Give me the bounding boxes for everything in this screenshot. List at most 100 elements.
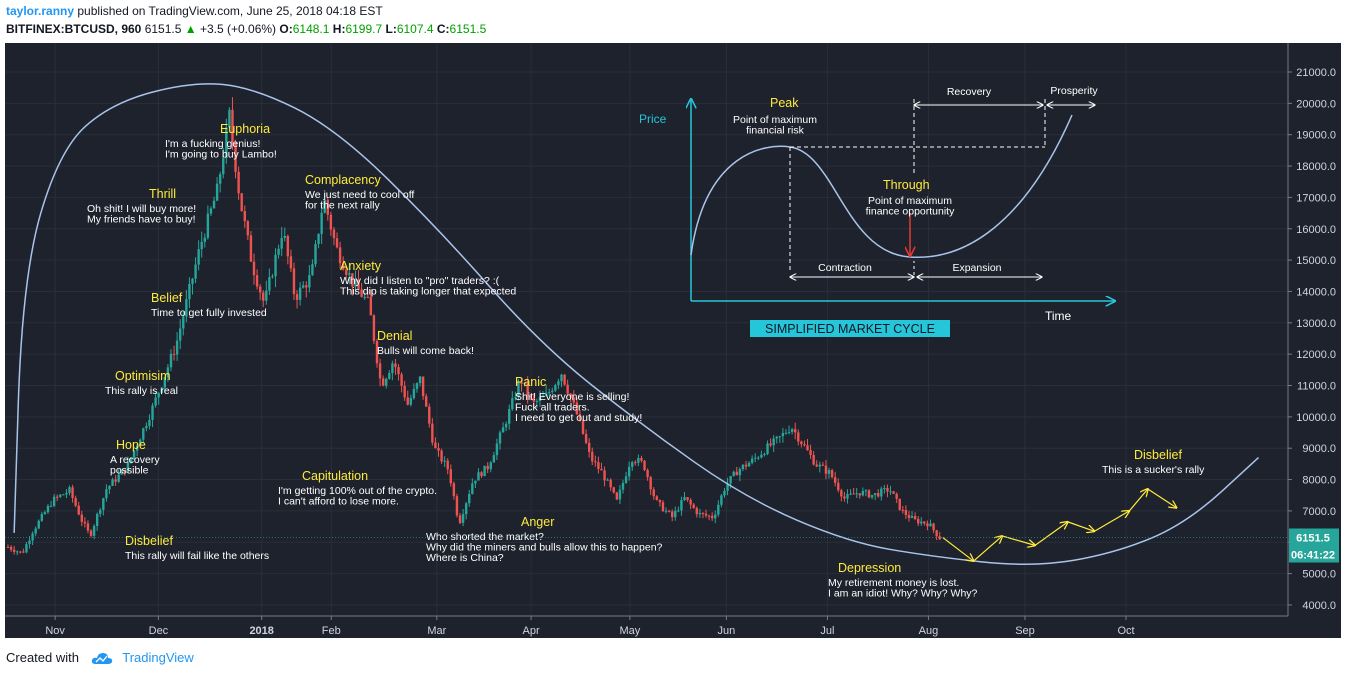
candle: [458, 512, 462, 525]
price-tick-label: 14000.0: [1296, 286, 1336, 298]
candle-body: [83, 521, 87, 524]
candle: [923, 521, 926, 526]
candle-body: [455, 496, 459, 516]
candle-body: [175, 340, 179, 355]
candle: [280, 227, 283, 257]
publish-info: published on TradingView.com, June 25, 2…: [77, 4, 383, 18]
annotation-text: My retirement money is lost.: [828, 577, 959, 589]
candle: [926, 520, 929, 531]
candle-body: [80, 514, 83, 522]
candle: [59, 493, 62, 499]
candle: [246, 219, 250, 241]
candle: [732, 470, 735, 477]
tradingview-link[interactable]: TradingView: [122, 650, 194, 665]
candle: [686, 496, 689, 502]
candle-body: [830, 470, 834, 478]
candle-body: [520, 382, 523, 384]
candle-body: [563, 374, 566, 385]
candle-body: [341, 263, 345, 270]
candle: [554, 383, 557, 392]
candle-body: [366, 296, 369, 298]
annotation-denial: Denial Bulls will come back!: [377, 329, 474, 357]
candle: [231, 97, 234, 150]
candle: [215, 177, 219, 202]
candle-body: [431, 423, 434, 443]
candle-body: [114, 479, 117, 482]
candle-body: [529, 395, 532, 398]
candle: [37, 519, 40, 530]
annotation-optimisim: Optimisim This rally is real: [105, 369, 178, 397]
author-link[interactable]: taylor.ranny: [6, 4, 75, 18]
low-label: L:: [385, 22, 397, 36]
candle: [268, 268, 271, 296]
candle-body: [818, 464, 821, 467]
candle: [741, 464, 745, 472]
candle: [920, 517, 923, 526]
annotation-text: I need to get out and study!: [515, 412, 642, 424]
candle: [194, 257, 197, 284]
candle-body: [271, 276, 274, 278]
candle: [661, 499, 665, 512]
countdown-text: 06:41:22: [1291, 550, 1335, 562]
candle: [95, 512, 99, 531]
candle-body: [772, 438, 775, 446]
candle-body: [52, 496, 56, 506]
candle-body: [194, 264, 197, 279]
candle-body: [747, 462, 751, 467]
price-tick-label: 18000.0: [1296, 161, 1336, 173]
time-tick-label: 2018: [249, 625, 273, 637]
annotation-text: Oh shit! I will buy more!: [87, 203, 196, 215]
candle-body: [600, 468, 603, 471]
candle: [166, 364, 170, 382]
candle: [541, 390, 545, 398]
chart-panel[interactable]: Disbelief This rally will fail like the o…: [5, 43, 1341, 638]
annotation-title: Disbelief: [1134, 448, 1182, 462]
price-tick-label: 12000.0: [1296, 349, 1336, 361]
price-chart[interactable]: Disbelief This rally will fail like the o…: [5, 43, 1341, 638]
candle-body: [185, 299, 188, 317]
candle-body: [197, 249, 200, 265]
candle-body: [904, 509, 908, 516]
annotation-text: My friends have to buy!: [87, 214, 196, 226]
candle-body: [698, 512, 702, 515]
candle-body: [784, 432, 788, 434]
candle-body: [86, 523, 90, 531]
candle-body: [68, 487, 71, 493]
candle: [474, 480, 477, 488]
time-tick-label: Feb: [322, 625, 341, 637]
candle-body: [517, 382, 520, 398]
candle: [197, 240, 200, 271]
open-label: O:: [279, 22, 293, 36]
candle: [335, 232, 339, 249]
candle-body: [867, 490, 871, 498]
candle-body: [932, 523, 935, 531]
candle: [381, 375, 385, 387]
grid: [5, 43, 1288, 616]
candle-body: [560, 374, 563, 382]
candle-body: [723, 490, 726, 496]
candle-body: [729, 476, 732, 484]
last-price-badge: [1289, 528, 1339, 546]
symbol-label[interactable]: BITFINEX:BTCUSD, 960: [6, 22, 142, 36]
annotation-text: I can't afford to lose more.: [278, 496, 399, 508]
candle-body: [320, 212, 323, 234]
candle-body: [910, 516, 914, 518]
candle-body: [255, 275, 259, 287]
candle: [425, 393, 428, 407]
candle: [449, 464, 452, 487]
candle: [735, 466, 738, 476]
candle: [747, 461, 751, 467]
candle: [308, 265, 311, 293]
candles: [6, 97, 941, 556]
candle-body: [145, 425, 148, 429]
candle-body: [794, 429, 797, 433]
price-axis: 4000.05000.06000.07000.08000.09000.01000…: [1287, 43, 1341, 638]
candle-body: [926, 523, 929, 527]
candle: [652, 487, 655, 500]
candle-body: [388, 372, 391, 379]
annotation-text: This is a sucker's rally: [1102, 464, 1205, 476]
candle-body: [249, 235, 253, 262]
candle-body: [760, 454, 763, 458]
candle: [62, 493, 65, 496]
candle: [904, 505, 908, 519]
